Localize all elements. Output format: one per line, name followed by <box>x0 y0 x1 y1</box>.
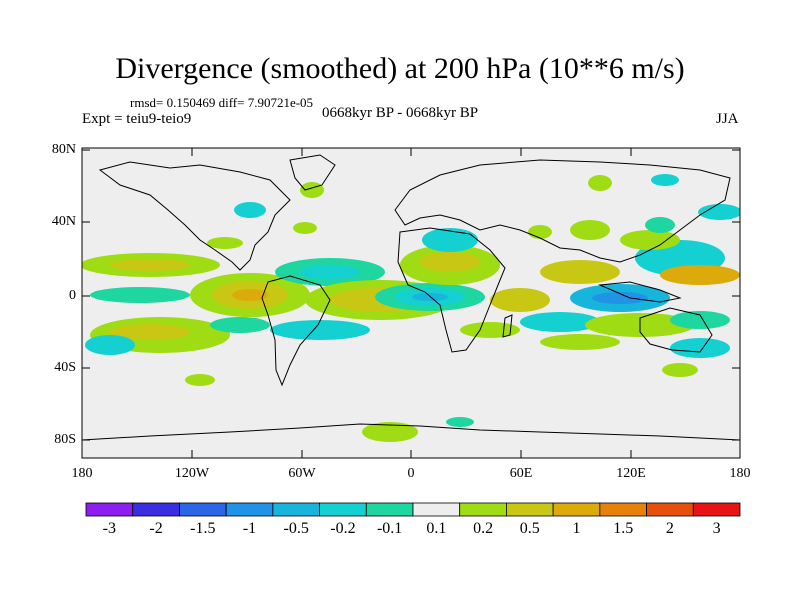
coast-indonesia <box>598 281 682 303</box>
contour-patch <box>412 293 448 301</box>
contour-patch <box>490 288 550 312</box>
colorbar-label: 0.2 <box>473 520 494 537</box>
lat-label-80n: 80N <box>51 142 76 157</box>
lon-label-120e: 120E <box>616 466 646 481</box>
colorbar-swatch <box>85 502 134 517</box>
axis-ticks <box>81 148 741 458</box>
contour-patch <box>293 222 317 234</box>
contour-patch <box>670 311 730 329</box>
contour-patch <box>662 363 698 377</box>
map-title: Divergence (smoothed) at 200 hPa (10**6 … <box>115 52 685 85</box>
colorbar-swatch <box>412 502 461 517</box>
lon-label-180e: 180 <box>729 466 751 481</box>
contour-patch <box>645 217 675 233</box>
coast-australia <box>639 307 713 353</box>
coast-madagascar <box>502 314 513 338</box>
coast-greenland <box>289 154 336 191</box>
contour-patch <box>540 334 620 350</box>
colorbar-label: -0.1 <box>376 520 403 537</box>
lon-label-60e: 60E <box>509 466 533 481</box>
colorbar-label: 1 <box>572 520 581 537</box>
colorbar-label: 2 <box>665 520 674 537</box>
colorbar-label: -2 <box>149 520 163 537</box>
colorbar-swatch <box>365 502 414 517</box>
contour-patch <box>698 204 740 220</box>
colorbar-label: 0.1 <box>426 520 447 537</box>
lon-label-180w: 180 <box>71 466 93 481</box>
contour-patch <box>90 287 190 303</box>
contour-patch <box>110 259 190 271</box>
contour-patch <box>570 220 610 240</box>
lon-label-60w: 60W <box>288 466 316 481</box>
colorbar-swatch <box>225 502 274 517</box>
contour-patch <box>234 202 266 218</box>
contour-patch <box>300 265 360 279</box>
contour-patch <box>520 312 600 332</box>
colorbar-swatch <box>319 502 367 517</box>
contour-patch <box>460 322 520 338</box>
colorbar-swatch <box>272 502 320 517</box>
lat-label-0: 0 <box>69 288 76 303</box>
contour-patch <box>420 252 480 272</box>
colorbar-swatch <box>552 502 601 517</box>
colorbar-swatch <box>179 502 227 517</box>
coast-africa <box>397 227 506 353</box>
contour-patch <box>362 422 418 442</box>
stats-text: rmsd= 0.150469 diff= 7.90721e-05 <box>130 95 314 110</box>
colorbar-swatch <box>132 502 180 517</box>
coast-south-america <box>261 275 331 387</box>
colorbar-label: -1.5 <box>190 520 216 537</box>
lat-label-80s: 80S <box>54 432 76 447</box>
coast-north-america <box>98 161 291 271</box>
contour-patch <box>300 182 324 198</box>
contour-patch <box>592 292 648 304</box>
contour-patch <box>620 230 680 250</box>
contour-patch <box>207 237 243 249</box>
colorbar <box>85 502 741 517</box>
contour-patch <box>422 228 478 252</box>
lon-label-0: 0 <box>407 466 415 481</box>
lat-label-40s: 40S <box>54 360 76 375</box>
season-label: JJA <box>716 111 739 127</box>
contour-patch <box>588 175 612 191</box>
coast-antarctica <box>82 423 740 441</box>
contour-patch <box>232 289 268 301</box>
colorbar-label: -1 <box>242 520 257 537</box>
colorbar-label: -0.5 <box>283 520 309 537</box>
contour-patch <box>540 260 620 284</box>
colorbar-label: 1.5 <box>613 520 634 537</box>
colorbar-label: -3 <box>102 520 116 537</box>
contour-patch <box>446 417 474 427</box>
colorbar-swatch <box>599 502 647 517</box>
divergence-field <box>82 174 740 442</box>
lon-label-120w: 120W <box>174 466 210 481</box>
colorbar-label: -0.2 <box>330 520 356 537</box>
colorbar-swatch <box>646 502 694 517</box>
coast-europe-asia <box>394 159 731 263</box>
contour-patch <box>651 174 679 186</box>
experiment-label: Expt = teiu9-teio9 <box>82 111 192 127</box>
contour-patch <box>270 320 370 340</box>
colorbar-label: 3 <box>712 520 721 537</box>
colorbar-swatch <box>459 502 507 517</box>
period-label: 0668kyr BP - 0668kyr BP <box>322 105 479 121</box>
contour-patch <box>110 324 190 340</box>
contour-patch <box>670 338 730 358</box>
contour-patch <box>528 225 552 239</box>
colorbar-label: 0.5 <box>519 520 540 537</box>
contour-patch <box>660 265 740 285</box>
coastlines <box>82 154 740 441</box>
colorbar-swatch <box>692 502 741 517</box>
contour-patch <box>185 374 215 386</box>
lat-label-40n: 40N <box>51 214 76 229</box>
colorbar-swatch <box>506 502 554 517</box>
contour-patch <box>210 317 270 333</box>
contour-patch <box>85 335 135 355</box>
